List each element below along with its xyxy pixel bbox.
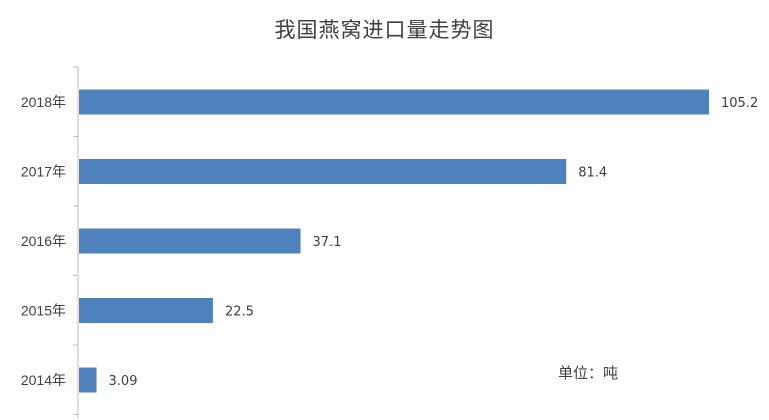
bar-3: [79, 298, 213, 323]
category-label-2: 2016年: [21, 233, 66, 249]
data-label-3: 22.5: [225, 305, 254, 320]
chart-title: 我国燕窝进口量走势图: [274, 18, 495, 42]
bar-2: [79, 228, 301, 254]
data-label-0: 105.2: [721, 96, 758, 111]
data-labels-group: 105.2 81.4 37.1 22.5 3.09: [109, 96, 759, 389]
y-axis-ticks: [73, 66, 78, 415]
data-label-1: 81.4: [578, 166, 607, 181]
bar-1: [79, 159, 567, 184]
category-label-1: 2017年: [21, 164, 66, 180]
bar-4: [79, 367, 97, 393]
category-label-3: 2015年: [21, 303, 66, 319]
data-label-4: 3.09: [109, 374, 138, 389]
bar-0: [79, 89, 709, 115]
category-labels-group: 2018年 2017年 2016年 2015年 2014年: [21, 94, 66, 388]
data-label-2: 37.1: [313, 235, 342, 250]
category-label-4: 2014年: [21, 372, 66, 388]
category-label-0: 2018年: [21, 94, 66, 110]
bars-group: [79, 89, 709, 393]
unit-note: 单位：吨: [558, 364, 619, 382]
